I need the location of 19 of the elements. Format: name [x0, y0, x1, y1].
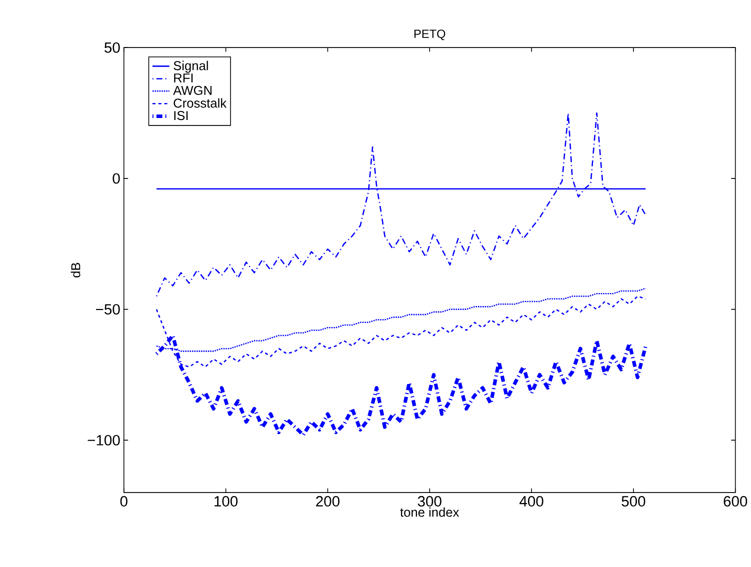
- x-tick-label: 600: [724, 496, 748, 507]
- y-tick-label: −50: [96, 304, 120, 315]
- y-tick-label: −100: [88, 435, 120, 446]
- x-tick-label: 300: [418, 496, 442, 507]
- legend-label: ISI: [174, 111, 188, 120]
- x-tick-label: 0: [120, 496, 128, 507]
- x-tick-label: 500: [622, 496, 646, 507]
- legend-label: RFI: [174, 74, 193, 82]
- y-tick-label: 0: [112, 173, 120, 184]
- legend-label: Crosstalk: [174, 98, 227, 108]
- legend-label: Signal: [174, 60, 208, 73]
- x-tick-label: 100: [214, 496, 238, 507]
- chart-title: PETQ: [414, 30, 446, 40]
- legend-label: AWGN: [173, 86, 212, 95]
- x-tick-label: 400: [520, 496, 544, 507]
- y-tick-label: 50: [104, 42, 120, 53]
- x-axis-title: tone index: [400, 507, 460, 517]
- y-axis-title: dB: [70, 262, 80, 278]
- x-tick-label: 200: [316, 496, 340, 507]
